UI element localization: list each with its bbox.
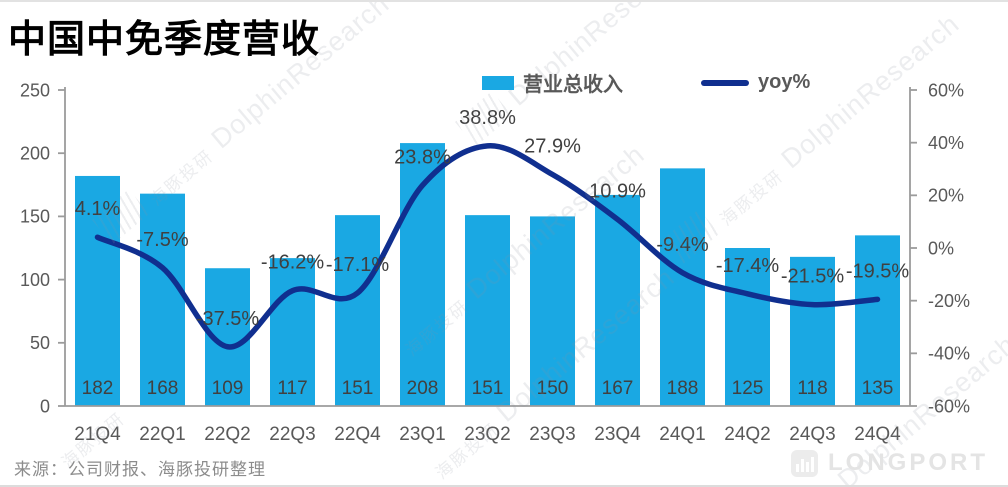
yoy-point-label: -17.4% <box>716 255 780 277</box>
right-axis-tick-label: -40% <box>928 344 970 364</box>
yoy-point-label: 23.8% <box>394 146 451 168</box>
x-axis-label: 22Q2 <box>204 424 250 445</box>
legend-bar-swatch-icon <box>482 75 514 90</box>
bar-value-label: 208 <box>407 378 439 399</box>
revenue-bar <box>465 215 510 406</box>
yoy-point-label: -19.5% <box>846 260 910 282</box>
longport-logo-text: LONGPORT <box>828 449 988 476</box>
bar-value-label: 117 <box>277 378 307 399</box>
yoy-line <box>94 143 881 350</box>
revenue-bar <box>335 215 380 406</box>
left-axis-tick-label: 50 <box>30 333 50 353</box>
bar-value-label: 182 <box>82 378 114 399</box>
bar-value-label: 109 <box>212 378 244 399</box>
left-axis-tick-label: 100 <box>20 270 50 290</box>
legend-bar-label: 营业总收入 <box>523 74 623 96</box>
revenue-bar <box>75 175 120 406</box>
legend-item-yoy: yoy% <box>701 71 810 94</box>
left-axis-tick-label: 250 <box>20 80 50 100</box>
bar-value-label: 125 <box>732 378 764 399</box>
left-axis-tick-label: 200 <box>20 144 50 164</box>
revenue-bar <box>530 216 575 406</box>
x-axis-label: 23Q4 <box>594 424 641 445</box>
yoy-point-label: 10.9% <box>589 180 646 202</box>
x-axis-label: 24Q4 <box>854 424 901 445</box>
legend-line-label: yoy% <box>758 71 811 93</box>
bar-value-label: 118 <box>797 378 827 399</box>
bar-value-label: 151 <box>342 378 374 399</box>
x-axis-label: 24Q3 <box>789 424 835 445</box>
left-axis-tick-label: 150 <box>20 207 50 227</box>
page-bottom-divider <box>0 485 1008 487</box>
x-axis-label: 23Q2 <box>464 424 510 445</box>
revenue-bar <box>270 258 315 406</box>
right-axis-tick-label: 0% <box>928 238 954 258</box>
bar-value-label: 168 <box>147 378 179 399</box>
legend: 营业总收入 yoy% <box>482 68 810 97</box>
x-axis-label: 24Q2 <box>724 424 770 445</box>
revenue-bar <box>855 235 900 406</box>
right-axis-tick-label: -60% <box>928 396 970 416</box>
x-axis-label: 23Q3 <box>529 424 575 445</box>
right-axis-tick-label: 20% <box>928 186 964 206</box>
chart-title: 中国中免季度营收 <box>8 19 321 61</box>
revenue-bar <box>790 256 835 406</box>
bar-value-label: 150 <box>537 378 569 399</box>
source-note: 来源：公司财报、海豚投研整理 <box>14 460 266 479</box>
bar-value-label: 188 <box>667 378 699 399</box>
yoy-point-label: -9.4% <box>656 234 708 256</box>
x-axis-label: 24Q1 <box>659 424 705 445</box>
right-axis-tick-label: 60% <box>928 80 964 100</box>
longport-logo-icon <box>791 449 818 477</box>
revenue-bar <box>725 248 770 406</box>
yoy-point-label: -16.2% <box>261 252 325 274</box>
x-axis-label: 22Q1 <box>139 424 185 445</box>
yoy-point-label: -7.5% <box>136 229 188 251</box>
legend-item-revenue: 营业总收入 <box>482 68 623 97</box>
yoy-point-label: -21.5% <box>781 266 845 288</box>
bar-value-label: 135 <box>862 378 894 399</box>
yoy-point-label: 4.1% <box>75 198 121 220</box>
yoy-point-label: -17.1% <box>326 254 390 276</box>
bar-value-label: 151 <box>472 378 504 399</box>
revenue-bar <box>595 194 640 406</box>
legend-line-swatch-icon <box>701 79 749 86</box>
yoy-point-label: 27.9% <box>524 136 581 158</box>
yoy-point-label: -37.5% <box>196 308 260 330</box>
revenue-bar <box>660 168 705 406</box>
longport-watermark: LONGPORT <box>791 449 988 477</box>
bar-value-label: 167 <box>602 378 634 399</box>
left-axis-tick-label: 0 <box>40 396 50 416</box>
x-axis-label: 23Q1 <box>399 424 445 445</box>
x-axis-label: 22Q3 <box>269 424 315 445</box>
right-axis-tick-label: 40% <box>928 133 964 153</box>
yoy-point-label: 38.8% <box>459 107 516 129</box>
x-axis-label: 22Q4 <box>334 424 381 445</box>
revenue-bar <box>140 193 185 406</box>
x-axis-label: 21Q4 <box>74 424 121 445</box>
right-axis-tick-label: -20% <box>928 291 970 311</box>
